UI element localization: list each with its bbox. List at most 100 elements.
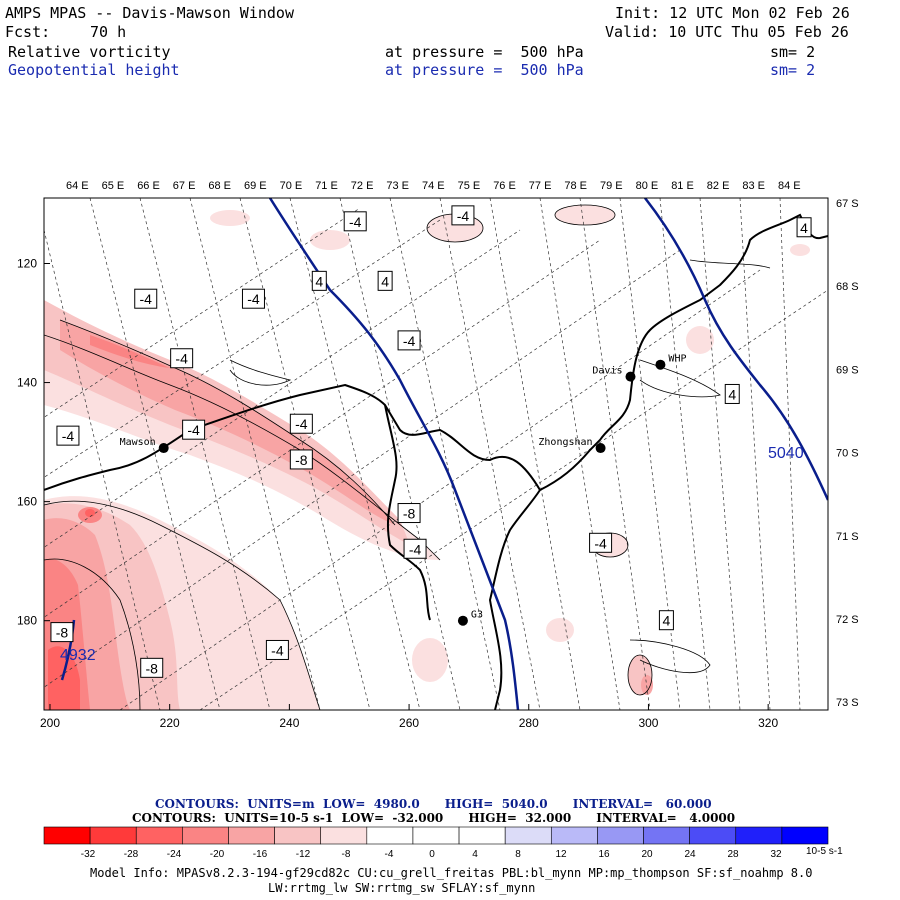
vorticity-label: -4 bbox=[295, 416, 308, 432]
colorbar-tick-label: 8 bbox=[515, 849, 521, 860]
height-contour-info: CONTOURS: UNITS=m LOW= 4980.0 HIGH= 5040… bbox=[155, 797, 712, 811]
vorticity-labels: -4 -4 4 4 4 -4 -4 -4 -4 4 -4 -4 -4 -8 -8 -4 -4 4 -8 -4 -8 bbox=[50, 205, 812, 678]
colorbar-tick-label: 0 bbox=[429, 849, 435, 860]
vorticity-label-box bbox=[182, 419, 206, 440]
map-title: AMPS MPAS -- Davis-Mawson Window bbox=[5, 4, 294, 22]
x-tick-label: 260 bbox=[399, 716, 419, 730]
plot-frame bbox=[43, 197, 829, 711]
colorbar-tick-label: 20 bbox=[641, 849, 653, 860]
vorticity-label: -4 bbox=[403, 333, 416, 349]
colorbar: -32 -28 -24 -20 -16 -12 -8 -4 0 4 8 12 16 20 24 28 32 bbox=[43, 826, 829, 860]
vorticity-label: 4 bbox=[800, 220, 808, 236]
y-tick-label: 140 bbox=[17, 376, 37, 390]
vorticity-label-box bbox=[56, 425, 80, 446]
colorbar-swatch bbox=[228, 826, 275, 845]
height-label-5040: 5040 bbox=[768, 445, 804, 462]
vorticity-label: -8 bbox=[145, 660, 158, 676]
y-axis-ticks: 120 140 160 180 bbox=[17, 256, 50, 628]
longitude-label: 70 E bbox=[280, 180, 303, 192]
y-tick-label: 120 bbox=[17, 256, 37, 270]
vorticity-label-box bbox=[265, 639, 289, 660]
station-marker bbox=[595, 443, 606, 454]
colorbar-swatch bbox=[274, 826, 322, 845]
vorticity-label-box bbox=[241, 288, 265, 309]
colorbar-swatch bbox=[781, 826, 829, 845]
longitude-label: 78 E bbox=[564, 180, 587, 192]
vorticity-label-box bbox=[796, 217, 812, 238]
vorticity-contours bbox=[44, 204, 771, 710]
colorbar-tick-label: -20 bbox=[210, 849, 225, 860]
vorticity-label: -4 bbox=[187, 422, 200, 438]
init-time: Init: 12 UTC Mon 02 Feb 26 bbox=[615, 4, 850, 22]
longitude-label: 76 E bbox=[493, 180, 516, 192]
latitude-label: 71 S bbox=[836, 531, 859, 543]
longitude-label: 80 E bbox=[636, 180, 659, 192]
field1-smoothing: sm= 2 bbox=[770, 43, 816, 61]
vorticity-label: 4 bbox=[381, 273, 389, 289]
vorticity-label-box bbox=[397, 503, 421, 524]
colorbar-swatch bbox=[735, 826, 783, 845]
colorbar-tick-label: -12 bbox=[296, 849, 311, 860]
colorbar-swatch bbox=[643, 826, 690, 845]
colorbar-tick-label: 24 bbox=[684, 849, 696, 860]
station-name: WHP bbox=[668, 354, 686, 365]
latitude-label: 72 S bbox=[836, 614, 859, 626]
station-name: Davis bbox=[592, 366, 622, 377]
colorbar-swatch bbox=[504, 826, 552, 845]
longitude-label: 71 E bbox=[315, 180, 338, 192]
colorbar-tick-label: 16 bbox=[598, 849, 610, 860]
longitude-label: 65 E bbox=[102, 180, 125, 192]
colorbar-tick-label: 32 bbox=[770, 849, 782, 860]
x-axis-ticks: 200 220 240 260 280 300 320 bbox=[40, 704, 778, 730]
vorticity-label: 4 bbox=[663, 613, 671, 629]
colorbar-tick-label: 28 bbox=[727, 849, 739, 860]
vorticity-label-box bbox=[397, 330, 421, 351]
x-tick-label: 220 bbox=[160, 716, 180, 730]
station-marker bbox=[158, 443, 169, 454]
graticule bbox=[44, 198, 828, 710]
model-info-line1: Model Info: MPASv8.2.3-194-gf29cd82c CU:… bbox=[90, 866, 813, 880]
colorbar-tick-label: 12 bbox=[555, 849, 567, 860]
colorbar-tick-label: -24 bbox=[167, 849, 182, 860]
longitude-label: 82 E bbox=[707, 180, 730, 192]
latitude-label: 69 S bbox=[836, 364, 859, 376]
station-name: Zhongshan bbox=[538, 437, 592, 448]
height-label-4932: 4932 bbox=[60, 647, 96, 664]
colorbar-swatch bbox=[182, 826, 229, 845]
longitude-label: 84 E bbox=[778, 180, 801, 192]
coastline bbox=[44, 213, 828, 710]
longitude-label: 67 E bbox=[173, 180, 196, 192]
colorbar-swatch bbox=[458, 826, 506, 845]
longitude-label: 68 E bbox=[208, 180, 231, 192]
vorticity-label-box bbox=[343, 211, 367, 232]
vorticity-label-box bbox=[451, 205, 475, 226]
vorticity-label-box bbox=[403, 538, 427, 559]
colorbar-swatch bbox=[135, 826, 183, 845]
station-marker bbox=[457, 615, 468, 626]
vorticity-label-box bbox=[377, 270, 393, 291]
colorbar-swatch bbox=[412, 826, 460, 845]
x-tick-label: 280 bbox=[519, 716, 539, 730]
field2-level: at pressure = 500 hPa bbox=[385, 61, 584, 79]
model-info-line2: LW:rrtmg_lw SW:rrtmg_sw SFLAY:sf_mynn bbox=[268, 881, 536, 895]
vorticity-label-box bbox=[140, 657, 164, 678]
longitude-label: 77 E bbox=[529, 180, 552, 192]
longitude-labels: 64 E 65 E 66 E 67 E 68 E 69 E 70 E 71 E 72 E 73 E… bbox=[66, 180, 801, 192]
colorbar-tick-label: -28 bbox=[124, 849, 139, 860]
station-marker bbox=[625, 371, 636, 382]
vorticity-label-box bbox=[724, 383, 740, 404]
vorticity-label-box bbox=[658, 610, 674, 631]
colorbar-unit: 10-5 s-1 bbox=[806, 846, 843, 857]
colorbar-swatch bbox=[89, 826, 137, 845]
field1-level: at pressure = 500 hPa bbox=[385, 43, 584, 61]
x-tick-label: 200 bbox=[40, 716, 60, 730]
longitude-label: 74 E bbox=[422, 180, 445, 192]
vorticity-label: -4 bbox=[409, 541, 422, 557]
longitude-label: 72 E bbox=[351, 180, 374, 192]
forecast-label: Fcst: bbox=[5, 23, 51, 41]
y-tick-label: 160 bbox=[17, 495, 37, 509]
longitude-label: 83 E bbox=[742, 180, 765, 192]
vorticity-label: -4 bbox=[349, 214, 362, 230]
colorbar-swatch bbox=[366, 826, 414, 845]
colorbar-tick-label: 4 bbox=[472, 849, 478, 860]
